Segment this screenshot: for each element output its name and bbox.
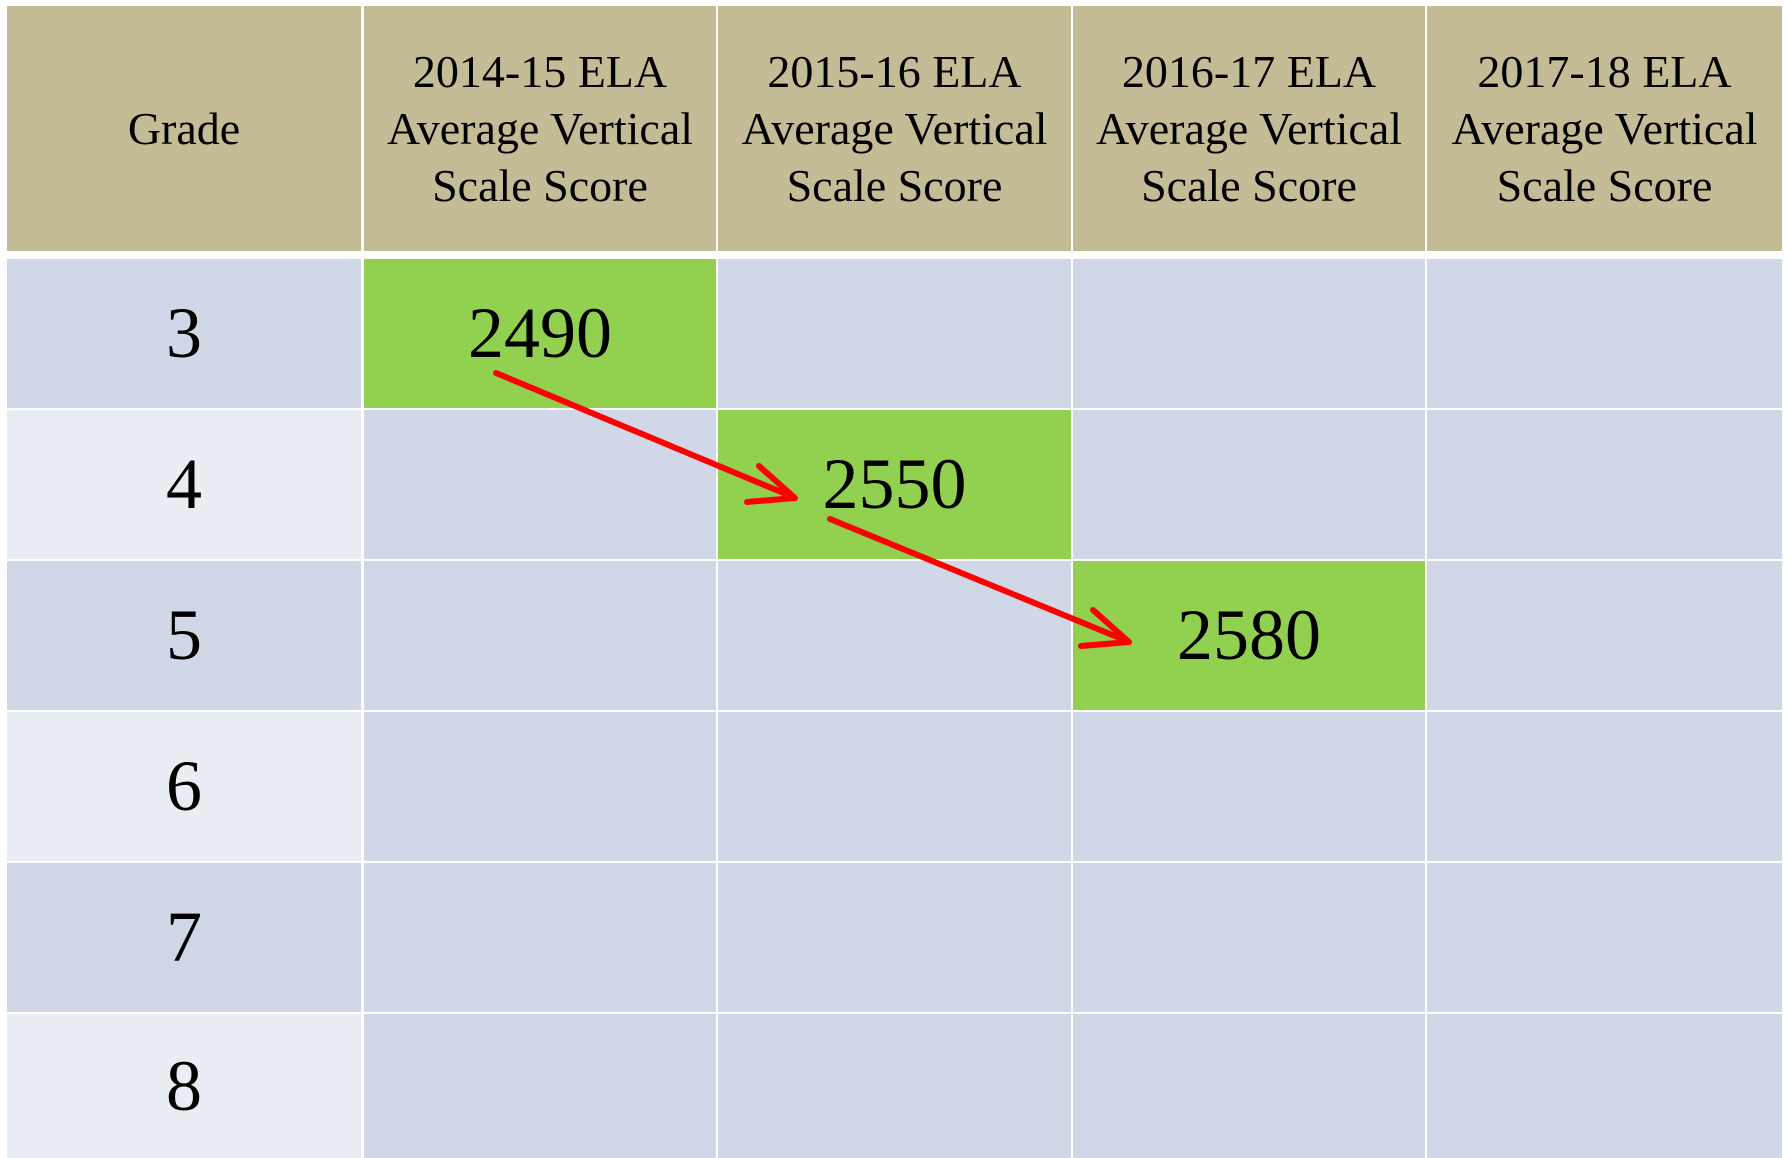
score-cell [1073,259,1425,408]
score-cell [718,259,1071,408]
score-cell [1073,863,1425,1012]
arrow-head [1078,607,1132,649]
score-cell: 2580 [1073,561,1425,710]
arrow-head [744,463,798,505]
score-cell: 2550 [718,410,1071,559]
grade-cell: 3 [7,259,361,408]
score-cell [718,863,1071,1012]
arrow [827,516,1130,644]
header-cell: 2015-16 ELA Average Vertical Scale Score [718,6,1071,251]
score-cell [1427,561,1782,710]
score-cell: 2490 [364,259,716,408]
header-cell: 2017-18 ELA Average Vertical Scale Score [1427,6,1782,251]
score-cell [364,863,716,1012]
score-cell [1073,712,1425,861]
score-cell [1427,712,1782,861]
grade-cell: 8 [7,1014,361,1158]
score-cell [718,561,1071,710]
score-cell [364,561,716,710]
header-cell: 2014-15 ELA Average Vertical Scale Score [364,6,716,251]
header-cell: 2016-17 ELA Average Vertical Scale Score [1073,6,1425,251]
grade-cell: 5 [7,561,361,710]
score-cell [364,410,716,559]
grade-cell: 7 [7,863,361,1012]
score-cell [1073,410,1425,559]
score-cell [718,712,1071,861]
score-cell [364,1014,716,1158]
score-cell [1427,863,1782,1012]
grade-cell: 6 [7,712,361,861]
score-cell [1427,410,1782,559]
score-cell [718,1014,1071,1158]
score-cell [1427,259,1782,408]
score-cell [1073,1014,1425,1158]
score-cell [1427,1014,1782,1158]
score-cell [364,712,716,861]
header-cell: Grade [7,6,361,251]
arrow [493,370,796,500]
grade-cell: 4 [7,410,361,559]
